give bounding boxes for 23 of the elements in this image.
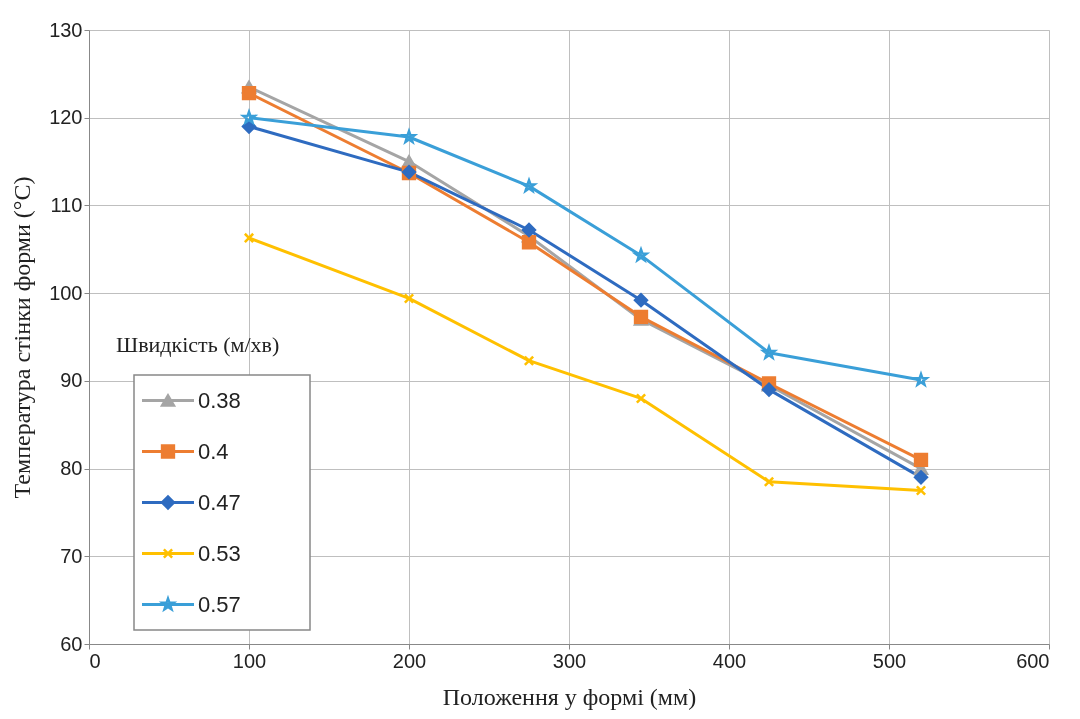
legend-label: 0.53 — [198, 540, 241, 566]
x-tick-label: 300 — [552, 649, 587, 672]
legend-label: 0.47 — [198, 489, 241, 515]
x-tick-label: 500 — [872, 649, 907, 672]
y-tick-label: 130 — [49, 18, 83, 41]
x-tick-label: 400 — [712, 649, 747, 672]
y-tick-label: 90 — [60, 369, 83, 392]
x-tick-label: 0 — [89, 649, 101, 672]
legend-label: 0.38 — [198, 387, 241, 413]
x-tick-label: 100 — [232, 649, 267, 672]
x-tick-label: 600 — [1016, 649, 1050, 672]
x-axis-title: Положення у формі (мм) — [442, 683, 697, 710]
y-tick-label: 110 — [50, 193, 83, 216]
y-tick-label: 80 — [60, 457, 83, 480]
legend-label: 0.57 — [198, 591, 241, 617]
y-tick-label: 100 — [49, 281, 83, 304]
legend-label: 0.4 — [198, 438, 229, 464]
legend-title: Швидкість (м/хв) — [116, 332, 280, 357]
y-tick-label: 60 — [60, 632, 83, 655]
x-tick-label: 200 — [392, 649, 427, 672]
y-tick-label: 120 — [49, 106, 83, 129]
y-tick-label: 70 — [60, 544, 83, 567]
y-axis-title: Температура стінки форми (°C) — [9, 176, 36, 499]
